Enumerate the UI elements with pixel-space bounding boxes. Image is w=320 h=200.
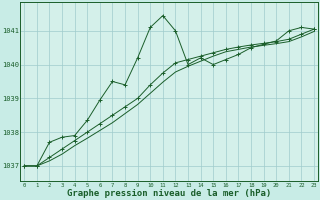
X-axis label: Graphe pression niveau de la mer (hPa): Graphe pression niveau de la mer (hPa) bbox=[67, 189, 271, 198]
